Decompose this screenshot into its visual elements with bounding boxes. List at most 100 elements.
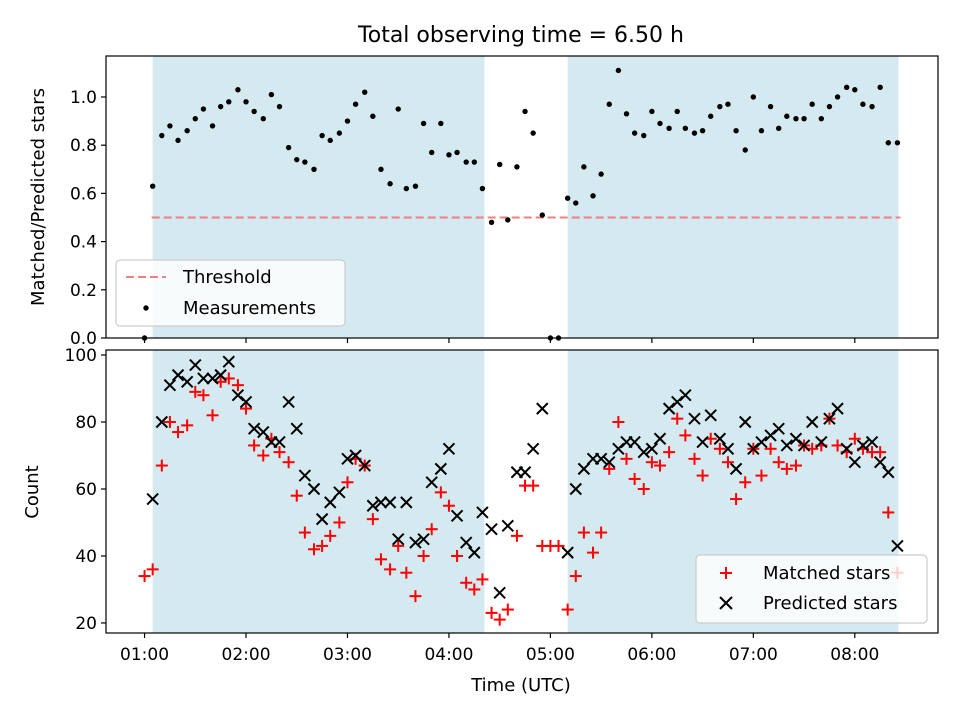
measurement-point <box>311 166 317 172</box>
measurement-point <box>657 120 663 127</box>
matched-star-marker <box>308 543 320 556</box>
predicted-star-marker <box>247 422 261 435</box>
matched-star-marker <box>552 539 565 552</box>
predicted-star-marker <box>882 466 895 479</box>
measurement-point <box>852 87 858 93</box>
measurement-point <box>809 101 815 107</box>
matched-star-marker <box>374 553 387 566</box>
measurement-point <box>826 103 833 110</box>
matched-star-marker <box>721 456 734 469</box>
predicted-star-marker <box>476 506 489 519</box>
matched-star-marker <box>485 606 498 619</box>
matched-star-marker <box>527 479 540 492</box>
predicted-star-marker <box>713 432 727 445</box>
matched-star-marker <box>577 526 590 539</box>
predicted-star-marker <box>797 439 811 452</box>
measurement-point <box>446 152 452 158</box>
measurement-point <box>217 103 224 110</box>
predicted-star-marker <box>324 496 337 509</box>
measurement-point <box>251 108 257 115</box>
matched-star-marker <box>316 539 329 552</box>
matched-star-marker <box>460 576 473 589</box>
count-panel-frame <box>105 349 939 634</box>
predicted-star-marker <box>239 395 253 409</box>
measurement-point <box>590 193 596 199</box>
predicted-star-marker <box>417 533 430 546</box>
predicted-star-marker <box>442 442 456 456</box>
predicted-star-marker <box>780 439 794 452</box>
measurement-point <box>818 115 825 122</box>
matched-star-marker <box>231 379 244 392</box>
predicted-star-marker <box>577 462 591 476</box>
measurement-point <box>496 161 503 168</box>
predicted-star-markers <box>146 355 904 600</box>
matched-star-marker <box>172 426 185 439</box>
matched-star-marker <box>417 549 430 562</box>
predicted-star-marker <box>840 442 853 456</box>
predicted-star-marker <box>688 412 701 425</box>
matched-star-marker <box>333 516 346 529</box>
predicted-star-marker <box>526 442 540 456</box>
matched-star-marker <box>189 385 202 398</box>
measurement-point <box>192 115 198 122</box>
matched-star-marker <box>653 459 666 472</box>
matched-star-marker <box>400 566 413 579</box>
predicted-star-marker <box>468 546 481 559</box>
predicted-star-marker <box>679 389 692 402</box>
x-axis-label: Time (UTC) <box>470 675 571 696</box>
predicted-star-marker <box>273 435 286 449</box>
measurement-point <box>623 111 630 117</box>
matched-star-marker <box>155 459 168 472</box>
matched-star-marker <box>595 526 608 539</box>
measurement-point <box>784 113 790 119</box>
predicted-star-marker <box>603 455 616 469</box>
measurement-point <box>412 183 419 189</box>
measurement-point <box>395 106 401 112</box>
predicted-star-marker <box>671 395 684 409</box>
predicted-star-marker <box>298 469 312 482</box>
matched-star-marker <box>257 449 270 462</box>
count-y-tick-label: 80 <box>75 413 97 433</box>
x-tick-label: 06:00 <box>627 645 676 665</box>
measurement-point <box>674 108 680 115</box>
predicted-star-marker <box>856 439 870 452</box>
measurement-point <box>750 94 757 100</box>
matched-star-marker <box>780 462 793 475</box>
predicted-star-marker <box>561 546 574 559</box>
ratio-y-tick-label: 0.6 <box>70 184 97 204</box>
matched-star-marker <box>569 570 582 583</box>
measurement-point <box>522 108 528 115</box>
predicted-star-marker <box>358 459 371 472</box>
measurement-point <box>742 147 748 153</box>
measurement-point <box>530 130 536 136</box>
predicted-star-marker <box>628 435 641 449</box>
x-tick-label: 08:00 <box>830 645 879 665</box>
predicted-star-marker <box>189 358 202 372</box>
predicted-star-marker <box>341 452 354 466</box>
measurement-point <box>869 103 875 110</box>
matched-star-marker <box>392 539 405 552</box>
predicted-star-marker <box>333 486 346 499</box>
matched-star-marker <box>248 439 261 452</box>
predicted-star-marker <box>383 496 397 509</box>
predicted-star-marker <box>848 455 862 469</box>
legend-matched-label: Matched stars <box>763 563 890 584</box>
count-legend: Matched stars Predicted stars <box>695 554 928 624</box>
matched-star-marker <box>679 429 692 442</box>
predicted-star-marker <box>518 466 532 479</box>
predicted-star-marker <box>536 402 549 415</box>
predicted-star-marker <box>891 539 904 553</box>
matched-star-marker <box>620 452 633 465</box>
matched-star-marker <box>138 570 151 583</box>
predicted-star-marker <box>206 372 219 385</box>
count-y-axis-label: Count <box>22 465 43 518</box>
measurement-point <box>420 120 427 127</box>
matched-star-marker <box>409 590 422 603</box>
predicted-star-marker <box>772 422 785 435</box>
measurement-point <box>581 164 587 170</box>
matched-star-marker <box>197 389 210 402</box>
matched-star-marker <box>730 493 743 506</box>
ratio-panel: 0.0 0.2 0.4 0.6 0.8 1.0 Matched/Predicted sta… <box>28 55 939 349</box>
measurement-point <box>615 67 622 74</box>
legend-measurement-swatch <box>143 305 149 311</box>
